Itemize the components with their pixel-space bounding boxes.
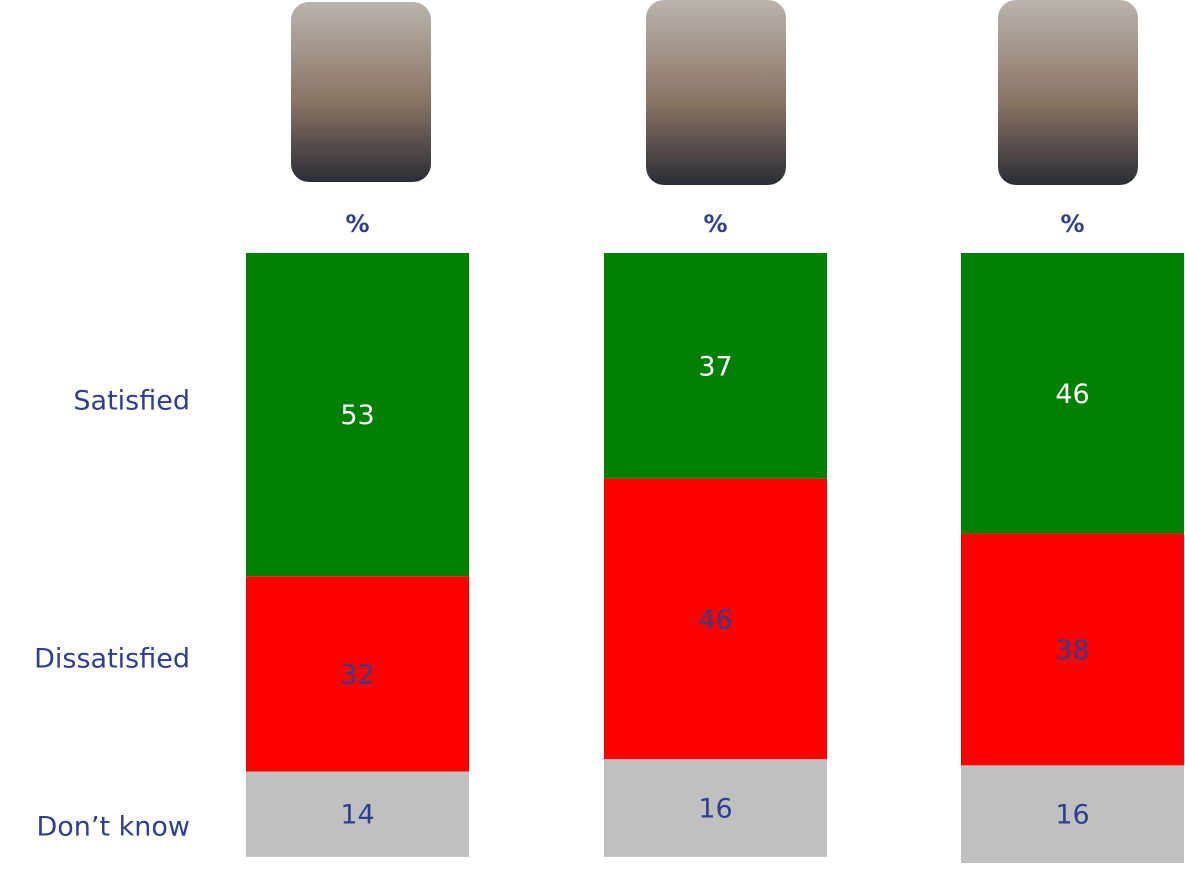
bar-segment <box>246 253 469 577</box>
data-label: 14 <box>340 800 374 831</box>
bar-segment <box>604 759 827 857</box>
data-label: 32 <box>340 659 374 690</box>
series-label: Dissatisfied <box>34 644 190 675</box>
data-label: 46 <box>698 605 732 636</box>
data-label: 38 <box>1055 635 1089 666</box>
data-label: 53 <box>340 400 374 431</box>
data-label: 46 <box>1055 379 1089 410</box>
bar-segment <box>604 253 827 479</box>
portrait <box>291 2 431 182</box>
bar-segment <box>604 478 827 760</box>
bar-segment <box>961 253 1184 534</box>
bar-segment <box>961 765 1184 863</box>
column-unit: % <box>703 210 727 238</box>
bar-segment <box>246 771 469 857</box>
portrait <box>998 0 1138 185</box>
portrait <box>646 0 786 185</box>
bar-segment <box>961 533 1184 766</box>
data-label: 16 <box>1055 800 1089 831</box>
column-unit: % <box>1060 210 1084 238</box>
data-label: 16 <box>698 794 732 825</box>
bar-segment <box>246 576 469 772</box>
portraits <box>291 0 1138 185</box>
column-unit: % <box>345 210 369 238</box>
series-label: Don’t know <box>36 812 190 843</box>
data-label: 37 <box>698 351 732 382</box>
series-label: Satisfied <box>73 386 190 417</box>
